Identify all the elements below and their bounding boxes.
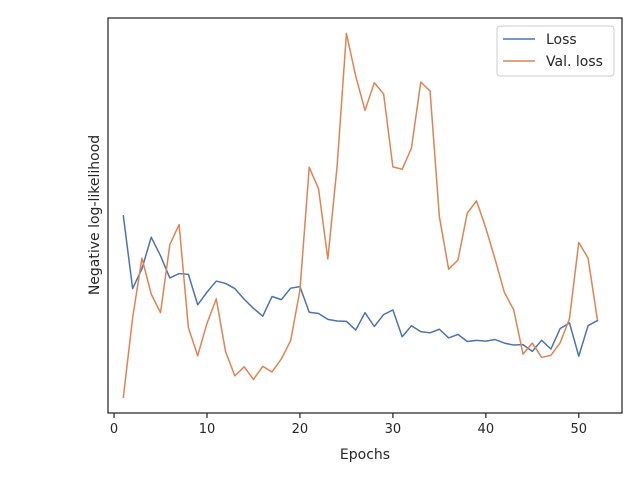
- x-tick-label: 50: [571, 422, 588, 437]
- legend-label-loss: Loss: [546, 32, 577, 48]
- plot-area: [122, 32, 599, 399]
- x-tick-label: 0: [110, 422, 118, 437]
- x-axis: 0 10 20 30 40 50: [110, 413, 587, 437]
- x-axis-label: Epochs: [340, 447, 390, 463]
- x-tick-label: 30: [385, 422, 402, 437]
- x-tick-label: 20: [292, 422, 309, 437]
- axes-border: [107, 17, 623, 414]
- x-tick-label: 40: [478, 422, 495, 437]
- y-axis-label: Negative log-likelihood: [87, 135, 103, 295]
- series-line-val-loss: [122, 32, 599, 399]
- x-tick-label: 10: [199, 422, 216, 437]
- legend-label-val-loss: Val. loss: [546, 54, 603, 70]
- series-line-loss: [122, 215, 599, 357]
- axes-frame: [107, 17, 623, 414]
- legend: Loss Val. loss: [496, 25, 615, 77]
